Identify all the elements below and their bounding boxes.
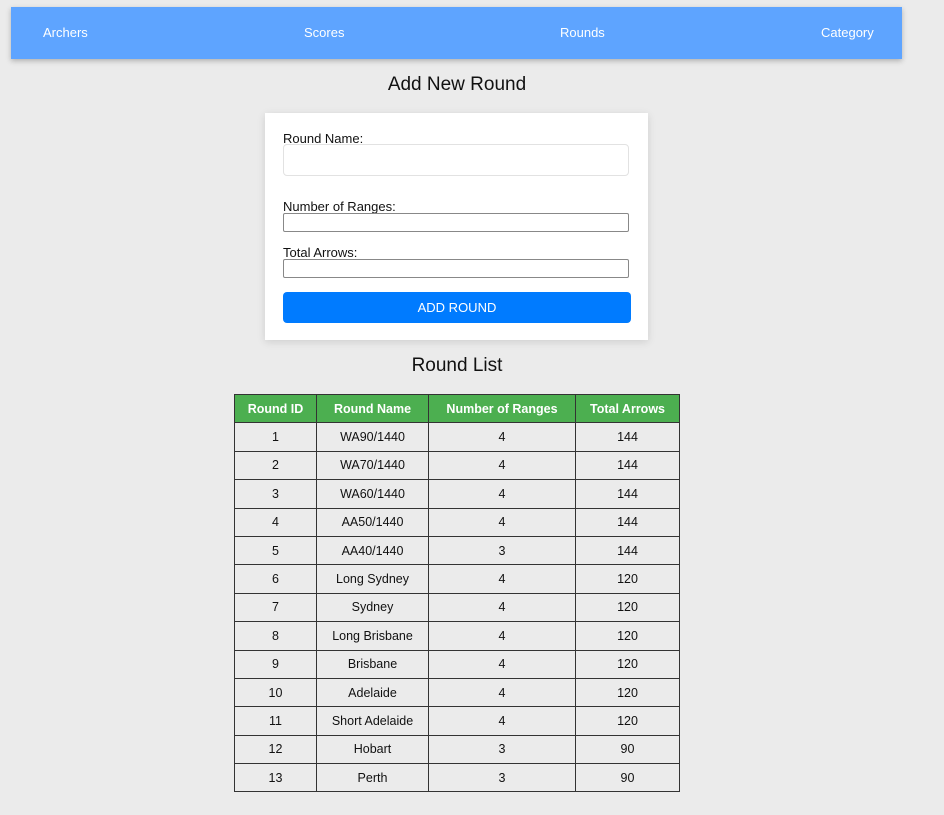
cell-total-arrows: 120 xyxy=(575,677,680,708)
nav-category[interactable]: Category xyxy=(821,25,874,40)
cell-round-id: 3 xyxy=(234,479,317,509)
table-row: 2 WA70/1440 4 144 xyxy=(234,450,680,481)
ranges-input[interactable] xyxy=(283,213,629,232)
cell-round-name: Long Sydney xyxy=(316,564,429,594)
table-row: 11 Short Adelaide 4 120 xyxy=(234,706,680,736)
nav-archers[interactable]: Archers xyxy=(43,25,88,40)
cell-total-arrows: 120 xyxy=(575,592,680,623)
table-row: 9 Brisbane 4 120 xyxy=(234,649,680,679)
col-round-name: Round Name xyxy=(316,393,429,424)
col-total-arrows: Total Arrows xyxy=(575,393,680,424)
arrows-input[interactable] xyxy=(283,259,629,278)
cell-round-name: Hobart xyxy=(316,734,429,765)
cell-total-arrows: 144 xyxy=(575,535,680,566)
cell-ranges: 4 xyxy=(428,507,576,537)
list-title: Round List xyxy=(411,355,503,376)
form-title: Add New Round xyxy=(387,74,527,95)
table-row: 1 WA90/1440 4 144 xyxy=(234,422,680,452)
table-row: 13 Perth 3 90 xyxy=(234,763,680,793)
cell-round-id: 11 xyxy=(234,706,317,736)
cell-total-arrows: 144 xyxy=(575,479,680,509)
arrows-label: Total Arrows: xyxy=(283,245,358,260)
cell-total-arrows: 90 xyxy=(575,734,680,765)
cell-ranges: 4 xyxy=(428,564,576,594)
cell-total-arrows: 120 xyxy=(575,706,680,736)
cell-round-id: 4 xyxy=(234,507,317,537)
cell-round-name: WA90/1440 xyxy=(316,422,429,452)
cell-ranges: 4 xyxy=(428,621,576,651)
add-round-button[interactable]: ADD ROUND xyxy=(283,292,631,323)
cell-ranges: 3 xyxy=(428,734,576,765)
cell-round-id: 12 xyxy=(234,734,317,765)
cell-ranges: 4 xyxy=(428,677,576,708)
cell-total-arrows: 120 xyxy=(575,621,680,651)
cell-total-arrows: 90 xyxy=(575,763,680,793)
cell-round-id: 13 xyxy=(234,763,317,793)
cell-total-arrows: 120 xyxy=(575,564,680,594)
cell-total-arrows: 120 xyxy=(575,649,680,679)
cell-round-id: 9 xyxy=(234,649,317,679)
col-ranges: Number of Ranges xyxy=(428,393,576,424)
cell-ranges: 3 xyxy=(428,763,576,793)
cell-ranges: 4 xyxy=(428,706,576,736)
nav-rounds[interactable]: Rounds xyxy=(560,25,605,40)
col-round-id: Round ID xyxy=(234,393,317,424)
cell-round-name: WA60/1440 xyxy=(316,479,429,509)
cell-round-name: WA70/1440 xyxy=(316,450,429,481)
table-row: 8 Long Brisbane 4 120 xyxy=(234,621,680,651)
cell-total-arrows: 144 xyxy=(575,450,680,481)
cell-round-name: Short Adelaide xyxy=(316,706,429,736)
table-row: 12 Hobart 3 90 xyxy=(234,734,680,765)
cell-round-id: 7 xyxy=(234,592,317,623)
cell-round-name: Brisbane xyxy=(316,649,429,679)
ranges-label: Number of Ranges: xyxy=(283,199,396,214)
cell-total-arrows: 144 xyxy=(575,422,680,452)
cell-round-name: AA50/1440 xyxy=(316,507,429,537)
cell-ranges: 3 xyxy=(428,535,576,566)
cell-round-id: 1 xyxy=(234,422,317,452)
table-row: 3 WA60/1440 4 144 xyxy=(234,479,680,509)
cell-round-id: 5 xyxy=(234,535,317,566)
table-row: 6 Long Sydney 4 120 xyxy=(234,564,680,594)
table-row: 10 Adelaide 4 120 xyxy=(234,677,680,708)
cell-ranges: 4 xyxy=(428,479,576,509)
add-round-form: Round Name: Number of Ranges: Total Arro… xyxy=(265,113,648,340)
table-row: 7 Sydney 4 120 xyxy=(234,592,680,623)
top-nav: Archers Scores Rounds Category xyxy=(11,7,902,59)
cell-round-name: Perth xyxy=(316,763,429,793)
table-header-row: Round ID Round Name Number of Ranges Tot… xyxy=(234,393,680,424)
table-row: 5 AA40/1440 3 144 xyxy=(234,535,680,566)
round-name-label: Round Name: xyxy=(283,131,364,146)
round-name-input[interactable] xyxy=(283,144,629,176)
cell-ranges: 4 xyxy=(428,649,576,679)
cell-round-name: Long Brisbane xyxy=(316,621,429,651)
cell-ranges: 4 xyxy=(428,592,576,623)
round-table: Round ID Round Name Number of Ranges Tot… xyxy=(234,393,680,793)
cell-round-name: Sydney xyxy=(316,592,429,623)
cell-round-name: AA40/1440 xyxy=(316,535,429,566)
cell-round-id: 6 xyxy=(234,564,317,594)
cell-round-id: 2 xyxy=(234,450,317,481)
cell-total-arrows: 144 xyxy=(575,507,680,537)
table-row: 4 AA50/1440 4 144 xyxy=(234,507,680,537)
cell-round-id: 10 xyxy=(234,677,317,708)
nav-scores[interactable]: Scores xyxy=(304,25,345,40)
cell-round-name: Adelaide xyxy=(316,677,429,708)
cell-ranges: 4 xyxy=(428,450,576,481)
cell-ranges: 4 xyxy=(428,422,576,452)
cell-round-id: 8 xyxy=(234,621,317,651)
